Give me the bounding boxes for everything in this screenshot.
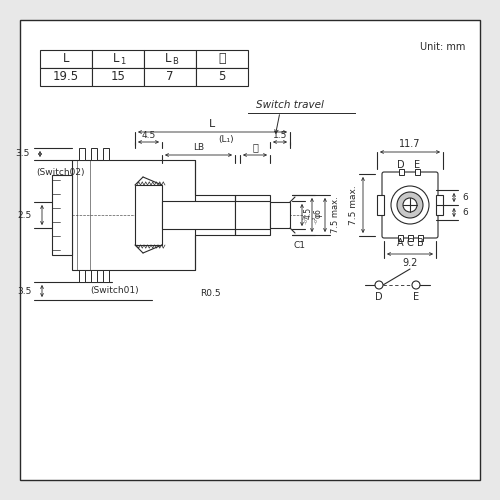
Text: 7.5 max.: 7.5 max. (350, 185, 358, 225)
Text: L: L (63, 52, 69, 66)
Circle shape (375, 281, 383, 289)
Text: 5: 5 (218, 70, 226, 84)
Text: 9.2: 9.2 (402, 258, 417, 268)
Text: L: L (165, 52, 171, 66)
Text: 6: 6 (462, 193, 468, 202)
Text: A: A (396, 238, 404, 248)
Text: R0.5: R0.5 (200, 288, 220, 298)
Text: ₋₀²: ₋₀² (314, 216, 319, 224)
Bar (79, 148, 85, 160)
Circle shape (412, 281, 420, 289)
Text: C: C (406, 238, 414, 248)
Text: B: B (416, 238, 424, 248)
Text: Unit: mm: Unit: mm (420, 42, 465, 52)
Bar (436, 195, 443, 215)
Bar (235, 195, 270, 235)
Bar (144, 50, 196, 68)
Bar (408, 235, 412, 241)
Text: 1.5: 1.5 (273, 130, 287, 140)
Text: 3.5: 3.5 (16, 150, 30, 158)
Text: ℓ: ℓ (252, 144, 258, 152)
Bar (377, 195, 384, 215)
Bar (135, 185, 162, 245)
Text: D: D (375, 292, 383, 302)
Circle shape (397, 192, 423, 218)
Bar (92, 50, 144, 68)
Bar (144, 68, 196, 86)
Text: L: L (113, 52, 119, 66)
Text: 15: 15 (110, 70, 126, 84)
Bar (40, 68, 92, 86)
Text: 1: 1 (120, 56, 126, 66)
Text: φ6: φ6 (314, 208, 323, 218)
Text: L: L (210, 119, 216, 129)
Bar (79, 270, 85, 282)
Bar (40, 50, 92, 68)
Text: D: D (397, 160, 405, 170)
Bar (92, 68, 144, 86)
Bar (72, 160, 195, 270)
Text: LB: LB (193, 144, 204, 152)
Text: 19.5: 19.5 (53, 70, 79, 84)
Text: (Switch02): (Switch02) (36, 168, 84, 176)
Text: B: B (172, 56, 178, 66)
Circle shape (391, 186, 429, 224)
Bar (398, 235, 402, 241)
Bar (270, 202, 290, 228)
Text: Switch travel: Switch travel (256, 100, 324, 110)
Bar (398, 169, 404, 175)
Text: E: E (414, 160, 420, 170)
Bar (196, 50, 248, 68)
Bar (103, 148, 109, 160)
Text: 7.5 max.: 7.5 max. (330, 196, 340, 234)
Text: E: E (413, 292, 419, 302)
Bar (162, 201, 235, 229)
Text: ℓ: ℓ (218, 52, 226, 66)
Bar (414, 169, 420, 175)
Text: 2.5: 2.5 (18, 210, 32, 220)
Text: (L₁): (L₁) (218, 135, 234, 144)
Bar (196, 68, 248, 86)
Bar (91, 148, 97, 160)
Text: C1: C1 (293, 242, 305, 250)
Text: 11.7: 11.7 (399, 139, 421, 149)
Text: 4.5: 4.5 (304, 207, 313, 219)
Text: 4.5: 4.5 (142, 130, 156, 140)
Circle shape (403, 198, 417, 212)
Bar (91, 270, 97, 282)
Bar (418, 235, 422, 241)
Text: 6: 6 (462, 208, 468, 217)
Text: ₋₀¹: ₋₀¹ (304, 216, 309, 224)
Bar (103, 270, 109, 282)
Text: 7: 7 (166, 70, 174, 84)
FancyBboxPatch shape (382, 172, 438, 238)
Text: (Switch01): (Switch01) (90, 286, 138, 294)
Text: 3.5: 3.5 (18, 286, 32, 296)
Bar (52, 175, 72, 255)
